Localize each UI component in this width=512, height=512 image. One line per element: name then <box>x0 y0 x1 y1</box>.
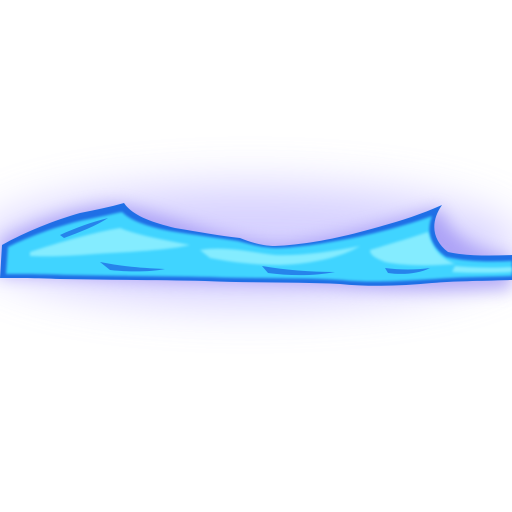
slash-highlights <box>30 228 512 273</box>
slash-core <box>6 212 512 282</box>
slash-inner-streaks <box>60 218 430 276</box>
